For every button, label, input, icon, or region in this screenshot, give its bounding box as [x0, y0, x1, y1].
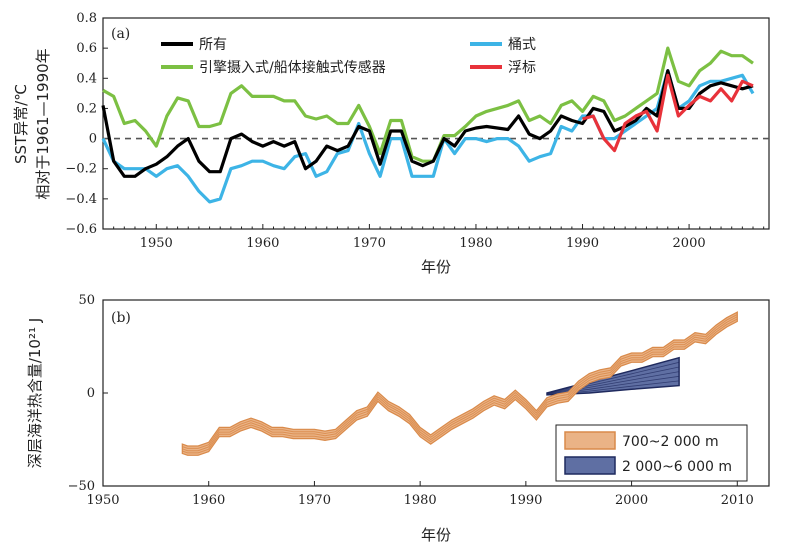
y-tick-label: 0.8: [76, 11, 97, 26]
series-line-0: [101, 69, 754, 178]
legend-label: 引擎摄入式/船体接触式传感器: [199, 59, 386, 76]
panel-a-xlabel: 年份: [421, 258, 451, 276]
panel-b-label: (b): [111, 310, 131, 326]
y-tick-label: 50: [78, 293, 95, 308]
y-tick-label: −0.2: [65, 162, 97, 177]
x-tick-label: 1960: [192, 493, 225, 508]
legend-swatch-deep: [564, 456, 616, 475]
y-tick-label: 0: [87, 386, 95, 401]
panel-a-series: [101, 46, 755, 204]
x-tick-label: 2010: [721, 493, 754, 508]
x-tick-label: 2000: [673, 236, 706, 251]
mid-band-stripe: [182, 318, 738, 454]
y-tick-label: −0.6: [65, 222, 97, 237]
legend-label: 浮标: [508, 60, 536, 76]
y-tick-label: 0.4: [76, 71, 97, 86]
x-tick-label: 1970: [298, 493, 331, 508]
panel-a-frame: [102, 17, 770, 230]
series-line-2: [102, 46, 754, 163]
series-line-3: [582, 73, 754, 153]
panel-a-ylabel-ref: 相对于1961—1990年: [34, 48, 52, 199]
x-tick-label: 1970: [353, 236, 386, 251]
x-tick-label: 1950: [86, 493, 119, 508]
panel-b-ylabel: 深层海洋热含量/10²¹ J: [26, 318, 44, 468]
y-tick-label: −0.4: [65, 192, 97, 207]
panel-a-ylabel: SST异常/℃: [12, 84, 30, 164]
mid-band-stripe: [182, 316, 738, 452]
mid-band-stripe: [182, 314, 738, 449]
panel-b-legend: 700~2 000 m 2 000~6 000 m: [555, 424, 748, 482]
mid-band: [181, 311, 738, 456]
y-tick-label: 0.2: [76, 101, 97, 116]
x-tick-label: 1990: [566, 236, 599, 251]
x-tick-label: 1980: [459, 236, 492, 251]
deep-band: [546, 356, 680, 396]
x-tick-label: 1960: [246, 236, 279, 251]
legend-label: 所有: [199, 37, 227, 53]
legend-label: 700~2 000 m: [622, 434, 719, 450]
panel-a-label: (a): [111, 26, 130, 42]
deep-band-stripe: [546, 371, 680, 395]
panel-a-ticks: 0.8 0.6 0.4 0.2 0 −0.2 −0.4 −0.6 1950 1960 1970 198…: [65, 11, 769, 251]
x-tick-label: 1950: [140, 236, 173, 251]
panel-a: 0.8 0.6 0.4 0.2 0 −0.2 −0.4 −0.6 1950 1960 1970 198…: [12, 11, 770, 276]
y-tick-label: 0.6: [76, 41, 97, 56]
deep-band-stripe: [546, 366, 680, 394]
panel-b-xlabel: 年份: [421, 526, 451, 544]
panel-b-series: [181, 311, 738, 456]
legend-label: 2 000~6 000 m: [622, 459, 732, 475]
legend-swatch-mid: [564, 431, 616, 450]
x-tick-label: 2000: [615, 493, 648, 508]
y-tick-label: 0: [89, 132, 97, 147]
y-tick-label: −50: [68, 479, 95, 494]
legend-label: 桶式: [508, 37, 536, 53]
deep-band-stripe: [546, 361, 680, 394]
series-line-1: [101, 69, 755, 204]
x-tick-label: 1980: [404, 493, 437, 508]
x-tick-label: 1990: [509, 493, 542, 508]
